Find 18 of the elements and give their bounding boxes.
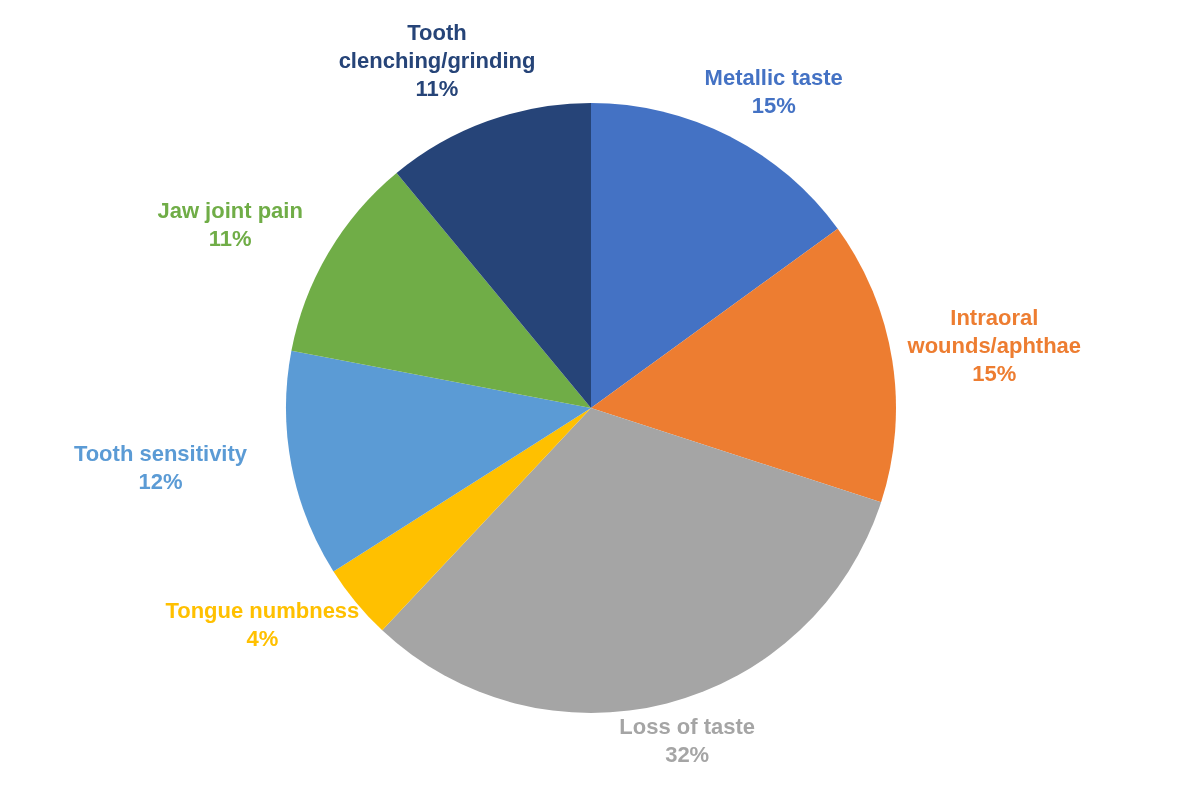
slice-label: Jaw joint pain (157, 198, 303, 224)
slice-label: Tooth sensitivity (73, 441, 248, 467)
data-label: 4% (246, 626, 279, 652)
pie-slice (396, 103, 591, 408)
slice-label: Intraoral wounds/aphthae (906, 305, 1082, 359)
data-label: 15% (751, 93, 796, 119)
data-label: 11% (208, 226, 252, 252)
pie-slice (382, 408, 882, 713)
slice-label: Metallic taste (704, 65, 843, 91)
data-label: 32% (665, 742, 710, 768)
pie-slice (286, 350, 591, 572)
slice-label: Tongue numbness (165, 598, 360, 624)
slice-label: Loss of taste (619, 714, 756, 740)
data-label: 15% (972, 361, 1017, 387)
slice-label: Tooth clenching/grinding (338, 20, 536, 74)
data-label: 11% (415, 76, 459, 102)
pie-slice (591, 228, 896, 503)
data-label: 12% (138, 469, 183, 495)
